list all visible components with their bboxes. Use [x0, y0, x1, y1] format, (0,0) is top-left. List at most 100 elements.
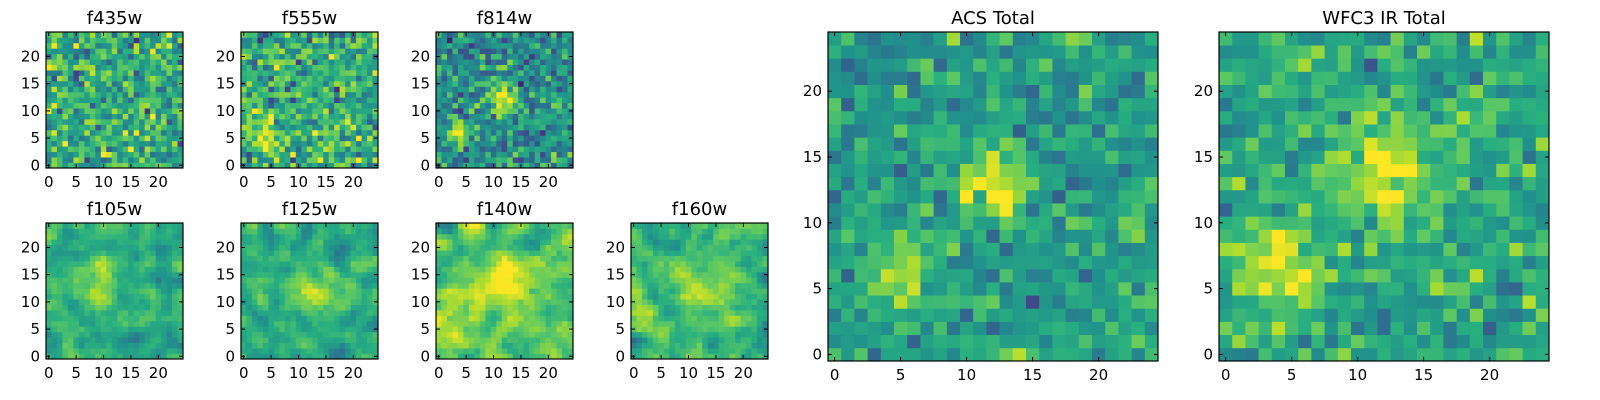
heatmap-cell	[490, 37, 497, 44]
heatmap-cell	[89, 59, 96, 65]
heatmap-cell	[284, 233, 291, 240]
heatmap-cell	[1039, 321, 1053, 336]
heatmap-cell	[361, 75, 368, 82]
heatmap-cell	[111, 48, 118, 55]
heatmap-cell	[452, 108, 459, 114]
heatmap-cell	[1144, 321, 1159, 336]
heatmap-cell	[512, 271, 519, 278]
heatmap-cell	[312, 348, 319, 354]
heatmap-cell	[273, 146, 280, 153]
heatmap-cell	[312, 146, 319, 153]
heatmap-cell	[345, 233, 351, 240]
heatmap-cell	[1065, 308, 1080, 322]
heatmap-cell	[268, 266, 275, 273]
heatmap-cell	[177, 86, 184, 93]
heatmap-cell	[441, 282, 448, 289]
heatmap-cell	[641, 337, 648, 344]
heatmap-cell	[729, 277, 736, 284]
heatmap-cell	[284, 320, 291, 327]
heatmap-cell	[306, 53, 313, 60]
heatmap-cell	[356, 304, 362, 311]
heatmap-cell	[78, 32, 85, 38]
heatmap-cell	[251, 146, 258, 153]
heatmap-cell	[172, 64, 178, 71]
heatmap-cell	[446, 97, 453, 104]
heatmap-cell	[551, 75, 557, 82]
heatmap-cell	[1039, 334, 1053, 349]
heatmap-cell	[133, 86, 140, 93]
heatmap-cell	[496, 277, 503, 284]
heatmap-cell	[512, 320, 519, 327]
y-tick-label: 5	[225, 320, 235, 338]
heatmap-cell	[534, 233, 541, 240]
heatmap-cell	[56, 315, 63, 322]
heatmap-cell	[707, 320, 714, 327]
heatmap-cell	[457, 250, 464, 256]
heatmap-cell	[436, 86, 442, 93]
heatmap-cell	[441, 342, 448, 349]
heatmap-cell	[556, 70, 563, 76]
heatmap-cell	[496, 37, 503, 44]
heatmap-cell	[273, 250, 280, 256]
heatmap-cell	[556, 342, 563, 349]
heatmap-cell	[306, 59, 313, 65]
heatmap-cell	[172, 53, 178, 60]
heatmap-cell	[356, 255, 362, 262]
heatmap-cell	[290, 266, 297, 273]
heatmap-cell	[67, 91, 74, 98]
heatmap-cell	[128, 97, 135, 104]
heatmap-cell	[334, 261, 340, 267]
heatmap-cell	[674, 348, 681, 354]
heatmap-cell	[73, 282, 80, 289]
heatmap-cell	[762, 293, 769, 300]
heatmap-cell	[441, 320, 448, 327]
heatmap-cell	[241, 129, 247, 136]
heatmap-cell	[177, 266, 184, 273]
heatmap-cell	[317, 70, 324, 76]
heatmap-cell	[111, 32, 118, 38]
heatmap-cell	[262, 233, 269, 240]
heatmap-cell	[740, 239, 747, 246]
heatmap-cell	[713, 250, 720, 256]
heatmap-cell	[647, 337, 654, 344]
heatmap-cell	[122, 320, 129, 327]
heatmap-cell	[62, 342, 69, 349]
heatmap-cell	[122, 310, 129, 316]
heatmap-cell	[507, 32, 514, 38]
heatmap-cell	[441, 162, 448, 169]
heatmap-cell	[150, 266, 156, 273]
heatmap-cell	[540, 135, 546, 142]
heatmap-cell	[518, 239, 525, 246]
heatmap-cell	[545, 97, 552, 104]
heatmap-cell	[46, 310, 52, 316]
heatmap-cell	[150, 223, 156, 229]
heatmap-cell	[512, 337, 519, 344]
heatmap-cell	[907, 203, 921, 217]
heatmap-cell	[562, 53, 568, 60]
heatmap-cell	[880, 242, 895, 257]
heatmap-cell	[496, 266, 503, 273]
heatmap-cell	[84, 86, 91, 93]
heatmap-cell	[246, 119, 253, 125]
heatmap-cell	[696, 326, 703, 333]
heatmap-cell	[177, 320, 184, 327]
heatmap-cell	[56, 326, 63, 333]
heatmap-cell	[751, 304, 758, 311]
heatmap-cell	[685, 282, 692, 289]
heatmap-cell	[718, 223, 725, 229]
heatmap-cell	[636, 244, 643, 251]
heatmap-cell	[150, 244, 156, 251]
heatmap-cell	[301, 32, 308, 38]
heatmap-cell	[463, 86, 470, 93]
heatmap-cell	[707, 244, 714, 251]
heatmap-cell	[534, 32, 541, 38]
heatmap-cell	[334, 304, 340, 311]
heatmap-cell	[680, 310, 687, 316]
heatmap-cell	[268, 348, 275, 354]
heatmap-cell	[920, 347, 934, 362]
heatmap-cell	[177, 233, 184, 240]
heatmap-cell	[986, 295, 1000, 309]
heatmap-cell	[51, 250, 58, 256]
heatmap-cell	[986, 282, 1000, 296]
heatmap-cell	[78, 97, 85, 104]
